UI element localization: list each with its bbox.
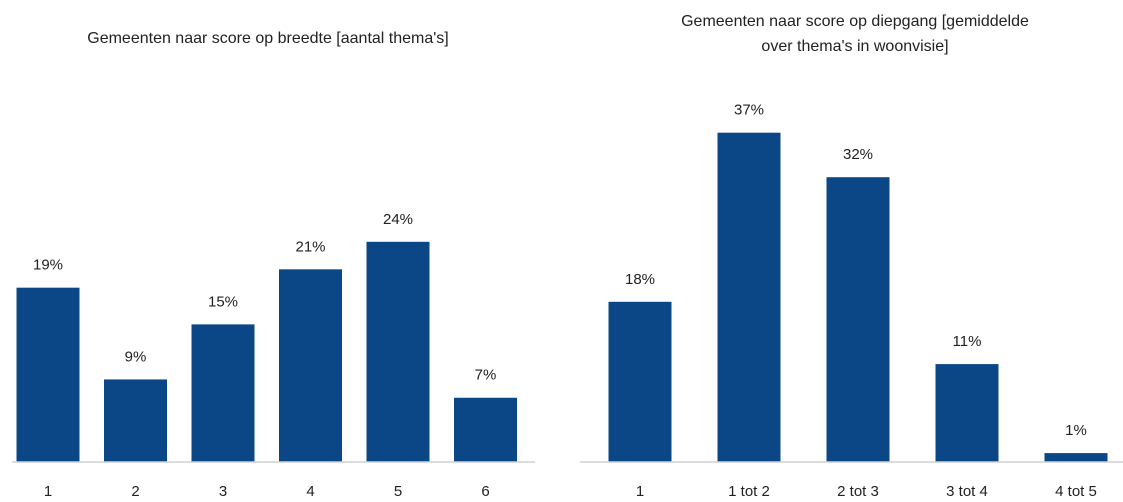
x-tick-label: 3 (219, 483, 227, 500)
bar (826, 177, 890, 462)
bar (279, 269, 342, 462)
data-label: 24% (383, 211, 413, 228)
x-tick-label: 1 (44, 483, 52, 500)
x-tick-label: 2 (131, 483, 139, 500)
x-tick-label: 6 (481, 483, 489, 500)
data-label: 37% (734, 102, 764, 119)
x-tick-label: 3 tot 4 (946, 483, 988, 500)
bar (16, 287, 80, 462)
x-tick-label: 4 tot 5 (1055, 483, 1097, 500)
bar (935, 364, 999, 462)
data-label: 9% (125, 348, 147, 365)
data-label: 11% (953, 333, 982, 350)
data-label: 19% (33, 257, 63, 274)
bar (191, 324, 255, 462)
data-label: 21% (295, 238, 325, 255)
bar (717, 132, 781, 462)
data-label: 1% (1065, 422, 1087, 439)
data-label: 15% (208, 293, 238, 310)
x-tick-label: 2 tot 3 (837, 483, 879, 500)
x-tick-label: 1 tot 2 (728, 483, 770, 500)
chart-title: Gemeenten naar score op diepgang [gemidd… (681, 13, 1029, 55)
bar (608, 301, 672, 462)
bar (1044, 453, 1108, 462)
chart-title: Gemeenten naar score op breedte [aantal … (87, 30, 449, 47)
bar (366, 241, 430, 462)
bar (454, 397, 517, 462)
data-label: 18% (625, 271, 655, 288)
x-tick-label: 4 (306, 483, 314, 500)
data-label: 32% (843, 146, 873, 163)
x-tick-label: 1 (636, 483, 644, 500)
x-tick-label: 5 (394, 483, 402, 500)
bar (104, 379, 167, 462)
data-label: 7% (475, 367, 497, 384)
